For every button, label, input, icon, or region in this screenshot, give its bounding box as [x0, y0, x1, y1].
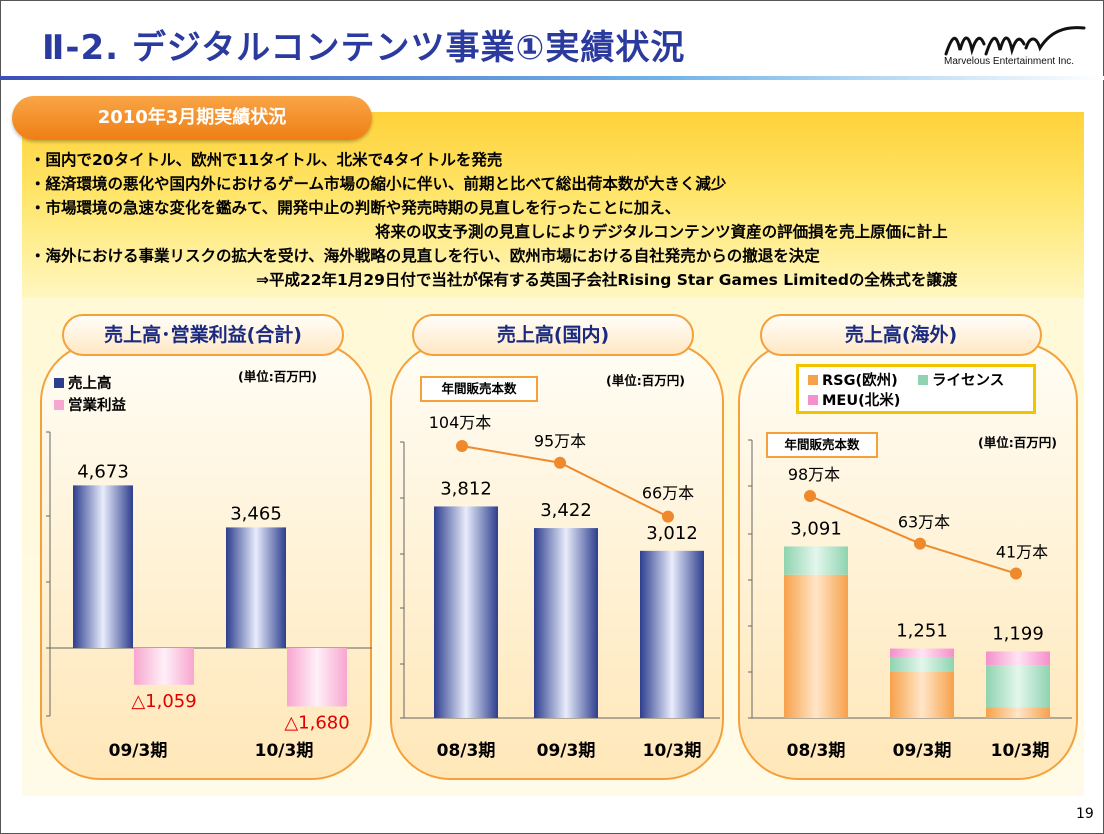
- legend-rsg: RSG(欧州): [808, 369, 898, 390]
- chart-title-domestic: 売上高(国内): [412, 314, 694, 356]
- legend-rsg-label: RSG(欧州): [822, 373, 898, 389]
- data-label-units-overseas: 63万本: [898, 513, 950, 532]
- x-tick-label: 08/3期: [787, 741, 846, 761]
- data-label-operating-profit: △1,680: [284, 712, 349, 733]
- x-tick-label: 09/3期: [537, 741, 596, 761]
- bar-segment-rsg: [890, 671, 954, 718]
- unit-label-total: (単位:百万円): [238, 369, 317, 384]
- bullet-item: ・国内で20タイトル、欧州で11タイトル、北米で4タイトルを発売: [30, 151, 503, 169]
- bar-segment-rsg: [986, 707, 1050, 718]
- data-label-sales: 3,465: [230, 503, 282, 524]
- x-tick-label: 10/3期: [255, 741, 314, 761]
- legend-license-label: ライセンス: [932, 373, 1005, 389]
- bar-segment-license: [986, 665, 1050, 708]
- data-label-total-overseas: 1,251: [896, 621, 948, 642]
- x-tick-label: 09/3期: [109, 741, 168, 761]
- bar-segment-license: [784, 546, 848, 575]
- bar-sales-domestic: [534, 528, 598, 718]
- data-label-units-overseas: 41万本: [996, 543, 1048, 562]
- x-tick-label: 10/3期: [643, 741, 702, 761]
- bar-segment-meu: [986, 651, 1050, 666]
- bullet-item: ・市場環境の急速な変化を鑑みて、開発中止の判断や発売時期の見直しを行ったことに加…: [30, 199, 681, 217]
- bar-segment-meu: [890, 648, 954, 657]
- summary-badge: 2010年3月期実績状況: [12, 96, 372, 140]
- data-label-sales-domestic: 3,812: [440, 478, 492, 499]
- data-label-total-overseas: 1,199: [992, 623, 1044, 644]
- data-label-units-domestic: 66万本: [642, 484, 694, 503]
- data-label-sales-domestic: 3,012: [646, 523, 698, 544]
- page-number: 19: [1076, 806, 1094, 822]
- data-label-operating-profit: △1,059: [131, 691, 196, 712]
- bullet-continuation: 将来の収支予測の見直しによりデジタルコンテンツ資産の評価損を売上原価に計上: [375, 223, 948, 241]
- data-label-units-domestic: 95万本: [534, 432, 586, 451]
- bar-operating-profit: [287, 648, 347, 707]
- summary-bullets: ・国内で20タイトル、欧州で11タイトル、北米で4タイトルを発売 ・経済環境の悪…: [30, 148, 1090, 292]
- logo-text: Marvelous Entertainment Inc.: [944, 56, 1075, 67]
- summary-panel: [22, 112, 1084, 298]
- company-logo: [944, 26, 1086, 56]
- legend-operating-profit: 営業利益: [54, 394, 126, 415]
- legend-meu-label: MEU(北米): [822, 393, 901, 409]
- x-tick-label: 08/3期: [437, 741, 496, 761]
- point-units-domestic: [456, 440, 468, 452]
- legend-sales-label: 売上高: [68, 376, 112, 392]
- bar-segment-license: [890, 656, 954, 672]
- unit-label-domestic: (単位:百万円): [606, 373, 685, 388]
- point-units-domestic: [554, 456, 566, 469]
- units-sold-label-overseas: 年間販売本数: [766, 432, 878, 458]
- legend-meu: MEU(北米): [808, 389, 900, 410]
- title-underline: [0, 76, 1104, 80]
- data-label-units-overseas: 98万本: [788, 465, 840, 484]
- legend-sales: 売上高: [54, 372, 112, 393]
- bar-sales-domestic: [434, 506, 498, 718]
- data-label-total-overseas: 3,091: [790, 518, 842, 539]
- bar-operating-profit: [134, 648, 194, 685]
- bullet-item: ・海外における事業リスクの拡大を受け、海外戦略の見直しを行い、欧州市場における自…: [30, 247, 820, 265]
- legend-overseas: [796, 364, 1036, 414]
- summary-badge-label: 2010年3月期実績状況: [97, 107, 287, 128]
- point-units-overseas: [914, 537, 926, 550]
- legend-profit-label: 営業利益: [68, 398, 126, 414]
- units-sold-label-domestic: 年間販売本数: [420, 376, 538, 402]
- bar-sales: [226, 527, 286, 648]
- x-tick-label: 09/3期: [893, 741, 952, 761]
- data-label-units-domestic: 104万本: [429, 413, 492, 432]
- point-units-overseas: [804, 490, 816, 502]
- x-tick-label: 10/3期: [991, 741, 1050, 761]
- data-label-sales-domestic: 3,422: [540, 500, 592, 521]
- bar-sales: [73, 485, 133, 648]
- slide-title: Ⅱ-2. デジタルコンテンツ事業①実績状況: [42, 28, 686, 68]
- bar-segment-rsg: [784, 574, 848, 718]
- chart-title-total: 売上高･営業利益(合計): [62, 314, 344, 356]
- point-units-overseas: [1010, 567, 1022, 580]
- unit-label-overseas: (単位:百万円): [978, 435, 1057, 450]
- data-label-sales: 4,673: [77, 461, 129, 482]
- bullet-item: ・経済環境の悪化や国内外におけるゲーム市場の縮小に伴い、前期と比べて総出荷本数が…: [30, 175, 727, 193]
- bullet-continuation: ⇒平成22年1月29日付で当社が保有する英国子会社Rising Star Gam…: [256, 271, 958, 289]
- point-units-domestic: [662, 510, 674, 523]
- bar-sales-domestic: [640, 550, 704, 718]
- chart-title-overseas: 売上高(海外): [760, 314, 1042, 356]
- legend-license: ライセンス: [918, 369, 1004, 390]
